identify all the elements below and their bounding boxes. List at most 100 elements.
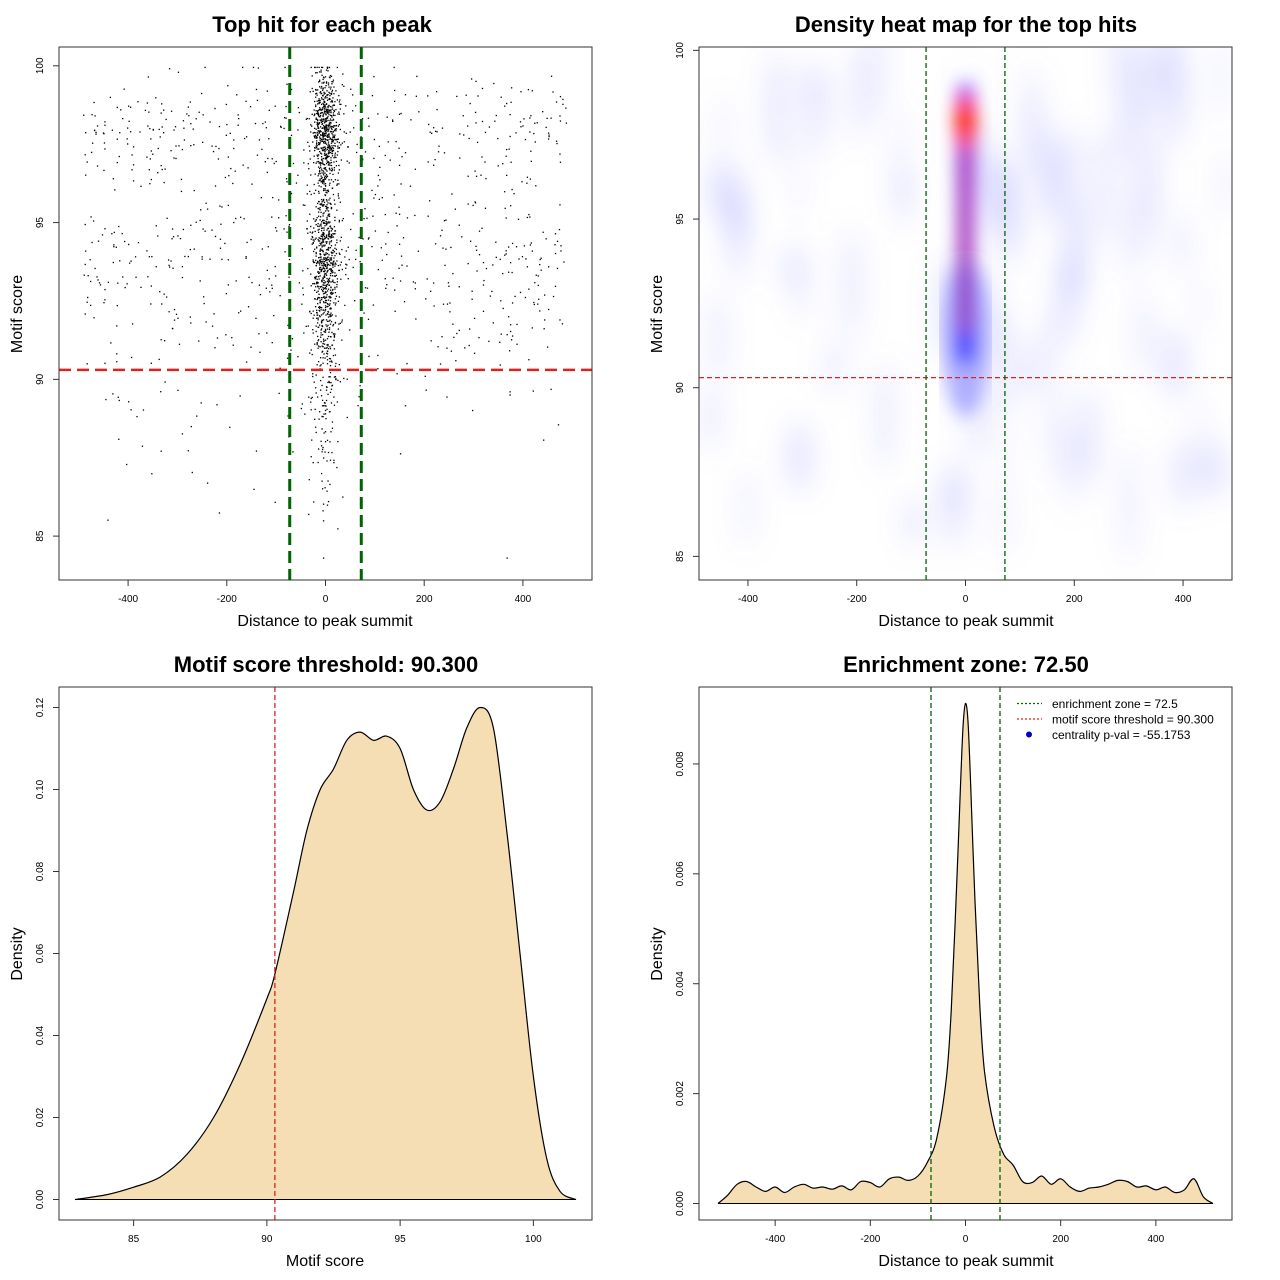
heatmap-faint-blob [1041,354,1065,442]
scatter-point [84,223,86,226]
scatter-point [316,132,318,134]
scatter-point [323,148,326,151]
scatter-point [187,106,189,108]
scatter-point [341,319,343,321]
scatter-point [323,132,326,135]
scatter-point [493,82,495,85]
scatter-point [318,102,320,105]
scatter-point [516,343,518,345]
scatter-point [530,150,532,152]
scatter-point [414,282,417,284]
scatter-point [518,258,520,260]
scatter-point [326,117,328,119]
scatter-point [381,197,383,199]
scatter-point [322,135,324,137]
scatter-point [316,262,318,265]
scatter-point [320,320,323,323]
scatter-point [468,137,470,140]
scatter-point [328,128,330,130]
scatter-point [527,89,530,91]
legend-item: motif score threshold = 90.300 [1017,713,1214,727]
scatter-point [318,201,320,203]
scatter-point [315,145,317,147]
scatter-point [332,134,334,136]
heatmap-faint-blob [1194,276,1209,333]
scatter-point [322,233,324,235]
scatter-point [321,451,323,453]
scatter-point [330,402,333,404]
scatter-point [325,149,327,151]
scatter-point [332,114,335,116]
scatter-point [221,258,223,261]
scatter-point [174,126,177,128]
scatter-point [330,336,332,338]
scatter-point [386,253,388,256]
scatter-point [499,258,501,261]
scatter-point [332,279,334,281]
scatter-point [323,245,326,247]
scatter-point [321,399,324,402]
scatter-point [160,112,162,114]
scatter-point [321,158,323,160]
scatter-point [334,247,336,249]
scatter-point [317,345,320,347]
scatter-point [104,228,106,230]
scatter-point [339,322,342,325]
scatter-point [259,351,261,353]
scatter-point [324,225,326,227]
scatter-point [368,125,370,127]
scatter-point [322,259,324,261]
scatter-point [324,158,327,160]
scatter-point [325,242,328,244]
scatter-point [155,266,157,268]
scatter-point [311,125,313,127]
scatter-point [323,302,325,304]
scatter-point [337,138,340,140]
scatter-point [130,260,132,262]
scatter-point [150,303,152,305]
scatter-point [201,256,203,258]
scatter-point [173,308,176,311]
scatter-point [508,316,510,318]
scatter-point [232,182,234,185]
score-density-layer [74,687,577,1220]
scatter-point [317,282,319,284]
scatter-point [316,123,318,126]
scatter-point [326,139,329,141]
scatter-point [333,136,336,139]
scatter-point [327,305,329,308]
scatter-point [324,409,327,412]
scatter-point [516,323,518,326]
scatter-point [319,119,321,121]
scatter-point [83,274,85,276]
scatter-point [317,141,320,144]
scatter-point [297,106,300,109]
scatter-point [318,278,320,280]
scatter-point [316,246,318,248]
scatter-point [323,258,326,260]
scatter-point [478,254,481,256]
scatter-point [334,262,337,264]
scatter-point [328,104,330,107]
scatter-point [317,322,319,324]
scatter-point [327,263,330,266]
scatter-point [330,257,333,259]
scatter-point [329,303,331,305]
scatter-point [334,333,336,335]
scatter-point [316,145,318,147]
scatter-point [333,459,335,461]
scatter-point [324,299,327,302]
scatter-point [320,118,323,120]
scatter-point [315,134,317,136]
scatter-point [334,230,337,232]
scatter-point [478,336,480,339]
x-tick-label: 90 [261,1234,273,1245]
scatter-point [321,234,324,236]
scatter-point [331,275,334,277]
scatter-point [537,303,539,305]
scatter-point [243,218,245,220]
scatter-point [314,343,316,345]
scatter-point [227,85,229,87]
scatter-point [325,386,328,388]
scatter-point [315,426,317,428]
